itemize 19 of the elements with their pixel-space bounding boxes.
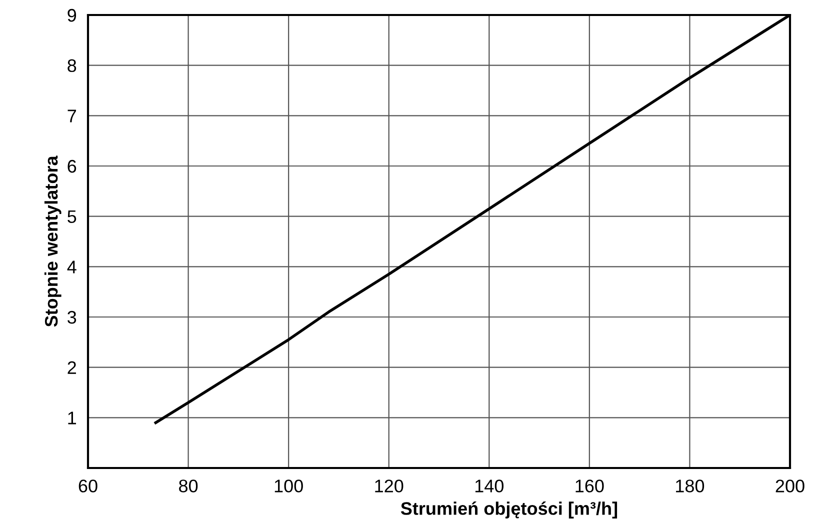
x-tick-label: 100 <box>274 480 303 492</box>
y-tick-label: 7 <box>68 110 76 122</box>
y-tick-label: 6 <box>68 160 76 173</box>
x-tick-label: 80 <box>179 480 198 492</box>
y-tick-label: 8 <box>68 59 76 72</box>
y-axis-title: Stopnie wentylatora <box>44 156 62 327</box>
x-tick-label: 160 <box>576 480 604 492</box>
x-tick-label: 140 <box>475 480 504 492</box>
y-tick-label: 1 <box>68 412 76 424</box>
y-tick-label: 9 <box>68 8 76 22</box>
y-tick-label: 2 <box>68 361 76 374</box>
x-tick-label: 180 <box>676 480 704 492</box>
x-tick-label: 120 <box>375 480 404 492</box>
x-tick-label: 200 <box>776 480 804 492</box>
y-tick-label: 3 <box>68 310 76 324</box>
y-tick-label: 5 <box>68 210 76 224</box>
y-tick-label: 4 <box>67 260 76 274</box>
x-axis-title: Strumień objętości [m³/h] <box>400 502 618 518</box>
x-tick-label: 60 <box>78 480 98 492</box>
